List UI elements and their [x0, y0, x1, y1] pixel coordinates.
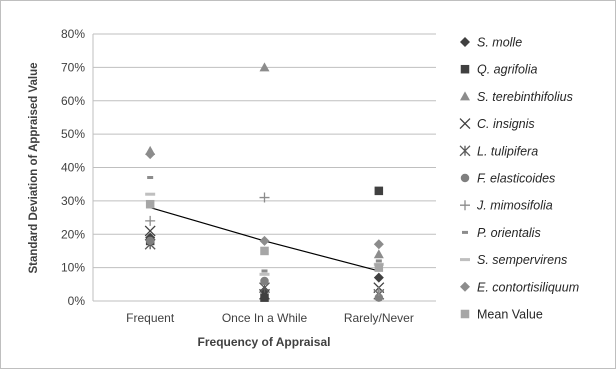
x-axis-label: Frequency of Appraisal: [198, 335, 331, 349]
data-point: [144, 225, 156, 237]
x-tick-label: Once In a While: [222, 311, 308, 325]
x-tick-label: Rarely/Never: [344, 311, 414, 325]
y-tick-labels: 0% 10% 20% 30% 40% 50% 60% 70% 80%: [61, 27, 85, 308]
x-tick-label: Frequent: [126, 311, 175, 325]
legend-marker: [459, 145, 471, 157]
legend-label: S. molle: [477, 36, 522, 50]
x-tick-labels: Frequent Once In a While Rarely/Never: [126, 311, 414, 325]
y-tick-label: 30%: [61, 194, 85, 208]
data-point: [145, 149, 156, 160]
legend-marker: [460, 173, 470, 183]
legend-label: J. mimosifolia: [476, 199, 553, 213]
data-point: [260, 246, 269, 256]
legend-marker: [460, 64, 470, 74]
data-point: [374, 293, 384, 302]
legend-marker: [460, 309, 470, 319]
y-tick-label: 40%: [61, 161, 85, 175]
data-point: [145, 199, 155, 209]
data-point: [259, 192, 270, 203]
data-point: [145, 215, 156, 226]
legend-label: E. contortisiliquum: [477, 280, 579, 294]
legend-marker: [460, 37, 470, 47]
data-point: [261, 269, 268, 273]
y-axis-label: Standard Deviation of Appraised Value: [28, 62, 40, 273]
y-tick-label: 50%: [61, 127, 85, 141]
legend-label: S. sempervirens: [477, 253, 567, 267]
data-point: [260, 276, 269, 286]
y-tick-label: 20%: [61, 227, 85, 241]
legend-label: F. elasticoides: [477, 172, 555, 186]
data-point: [374, 186, 384, 196]
legend-marker: [462, 230, 468, 234]
legend-marker: [460, 258, 470, 262]
data-point: [145, 236, 155, 246]
data-point: [374, 263, 384, 272]
y-tick-label: 80%: [61, 27, 85, 41]
y-tick-label: 0%: [68, 294, 86, 308]
legend-label: L. tulipifera: [477, 144, 538, 158]
data-point: [375, 259, 382, 263]
y-tick-label: 70%: [61, 60, 85, 74]
data-point: [373, 249, 384, 259]
legend: S. molle Q. agrifolia S. terebinthifolius C…: [459, 36, 579, 322]
legend-label: C. insignis: [477, 117, 535, 131]
legend-label: P. orientalis: [477, 226, 541, 240]
data-point: [259, 235, 270, 246]
data-point: [373, 285, 384, 296]
data-point: [373, 239, 384, 250]
data-point: [145, 192, 156, 196]
legend-marker: [460, 281, 470, 292]
legend-label: Mean Value: [477, 308, 543, 322]
legend-label: Q. agrifolia: [477, 63, 537, 77]
data-point: [260, 293, 269, 302]
legend-marker: [459, 118, 471, 130]
legend-label: S. terebinthifolius: [477, 90, 573, 104]
data-point: [373, 272, 384, 283]
data-point: [259, 62, 270, 72]
data-point: [147, 176, 154, 180]
y-tick-label: 10%: [61, 261, 85, 275]
data-points: [144, 62, 385, 302]
data-point: [259, 272, 270, 276]
y-tick-label: 60%: [61, 94, 85, 108]
legend-marker: [460, 91, 470, 101]
legend-marker: [460, 200, 470, 211]
